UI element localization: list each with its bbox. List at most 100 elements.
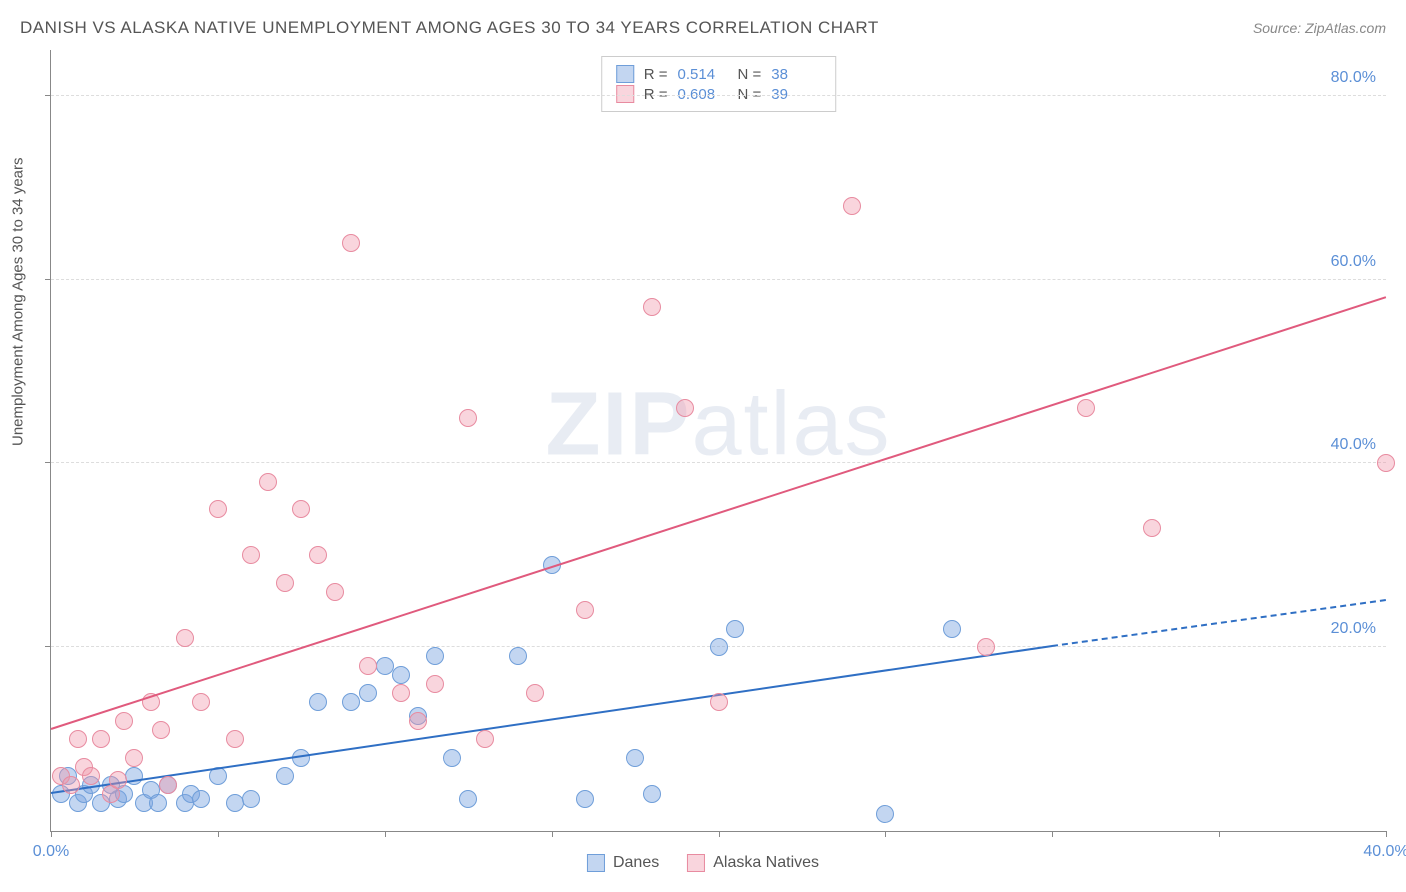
- scatter-marker: [92, 730, 110, 748]
- legend-swatch: [616, 65, 634, 83]
- n-value: 38: [771, 66, 821, 83]
- y-tick-label: 40.0%: [1331, 436, 1376, 454]
- legend-label: Alaska Natives: [713, 854, 819, 872]
- x-tick-mark: [385, 831, 386, 837]
- source-label: Source: ZipAtlas.com: [1253, 20, 1386, 36]
- scatter-marker: [509, 647, 527, 665]
- x-tick-mark: [1052, 831, 1053, 837]
- scatter-marker: [977, 638, 995, 656]
- scatter-marker: [459, 409, 477, 427]
- plot-area: ZIPatlas R =0.514N =38R =0.608N =39 20.0…: [50, 50, 1386, 832]
- scatter-marker: [115, 712, 133, 730]
- x-tick-mark: [1386, 831, 1387, 837]
- chart-title: DANISH VS ALASKA NATIVE UNEMPLOYMENT AMO…: [20, 18, 879, 38]
- scatter-marker: [359, 684, 377, 702]
- scatter-marker: [409, 712, 427, 730]
- scatter-marker: [576, 790, 594, 808]
- scatter-marker: [1143, 519, 1161, 537]
- x-tick-mark: [552, 831, 553, 837]
- watermark-light: atlas: [691, 374, 891, 474]
- y-tick-mark: [45, 462, 51, 463]
- scatter-marker: [376, 657, 394, 675]
- scatter-marker: [309, 693, 327, 711]
- x-tick-mark: [51, 831, 52, 837]
- scatter-marker: [192, 693, 210, 711]
- y-tick-mark: [45, 95, 51, 96]
- trend-line: [51, 296, 1387, 730]
- y-axis-label: Unemployment Among Ages 30 to 34 years: [10, 157, 27, 446]
- scatter-marker: [459, 790, 477, 808]
- scatter-marker: [710, 638, 728, 656]
- gridline: [51, 462, 1386, 463]
- scatter-marker: [342, 693, 360, 711]
- scatter-marker: [159, 776, 177, 794]
- scatter-marker: [710, 693, 728, 711]
- legend-swatch: [687, 854, 705, 872]
- x-tick-label: 40.0%: [1363, 843, 1406, 861]
- scatter-marker: [62, 776, 80, 794]
- scatter-marker: [242, 546, 260, 564]
- scatter-marker: [643, 298, 661, 316]
- trend-line: [51, 645, 1053, 794]
- scatter-marker: [259, 473, 277, 491]
- scatter-marker: [359, 657, 377, 675]
- r-label: R =: [644, 66, 668, 83]
- scatter-marker: [342, 234, 360, 252]
- scatter-marker: [1377, 454, 1395, 472]
- y-tick-mark: [45, 279, 51, 280]
- gridline: [51, 279, 1386, 280]
- watermark-bold: ZIP: [545, 374, 691, 474]
- scatter-marker: [876, 805, 894, 823]
- x-tick-mark: [218, 831, 219, 837]
- y-tick-label: 60.0%: [1331, 253, 1376, 271]
- scatter-marker: [125, 749, 143, 767]
- scatter-marker: [292, 500, 310, 518]
- scatter-marker: [1077, 399, 1095, 417]
- scatter-marker: [392, 666, 410, 684]
- y-tick-label: 20.0%: [1331, 620, 1376, 638]
- legend-item: Alaska Natives: [687, 854, 819, 872]
- scatter-marker: [626, 749, 644, 767]
- n-label: N =: [738, 66, 762, 83]
- scatter-marker: [149, 794, 167, 812]
- legend-swatch: [587, 854, 605, 872]
- scatter-marker: [426, 647, 444, 665]
- scatter-marker: [242, 790, 260, 808]
- scatter-marker: [476, 730, 494, 748]
- watermark: ZIPatlas: [545, 373, 891, 476]
- stats-legend-box: R =0.514N =38R =0.608N =39: [601, 56, 837, 112]
- legend-bottom: Danes Alaska Natives: [587, 854, 819, 872]
- scatter-marker: [526, 684, 544, 702]
- scatter-marker: [226, 730, 244, 748]
- stats-row: R = 0.514 N = 38: [616, 65, 822, 83]
- scatter-marker: [192, 790, 210, 808]
- scatter-marker: [176, 629, 194, 647]
- scatter-marker: [576, 601, 594, 619]
- legend-label: Danes: [613, 854, 659, 872]
- y-tick-mark: [45, 646, 51, 647]
- x-tick-mark: [719, 831, 720, 837]
- scatter-marker: [392, 684, 410, 702]
- x-tick-label: 0.0%: [33, 843, 69, 861]
- scatter-marker: [426, 675, 444, 693]
- scatter-marker: [276, 574, 294, 592]
- scatter-marker: [843, 197, 861, 215]
- scatter-marker: [309, 546, 327, 564]
- scatter-marker: [226, 794, 244, 812]
- scatter-marker: [443, 749, 461, 767]
- scatter-marker: [326, 583, 344, 601]
- x-tick-mark: [1219, 831, 1220, 837]
- r-value: 0.514: [678, 66, 728, 83]
- scatter-marker: [109, 771, 127, 789]
- scatter-marker: [152, 721, 170, 739]
- scatter-marker: [276, 767, 294, 785]
- y-tick-label: 80.0%: [1331, 69, 1376, 87]
- scatter-marker: [643, 785, 661, 803]
- scatter-marker: [943, 620, 961, 638]
- scatter-marker: [676, 399, 694, 417]
- legend-item: Danes: [587, 854, 659, 872]
- scatter-marker: [82, 767, 100, 785]
- scatter-marker: [69, 730, 87, 748]
- scatter-marker: [726, 620, 744, 638]
- x-tick-mark: [885, 831, 886, 837]
